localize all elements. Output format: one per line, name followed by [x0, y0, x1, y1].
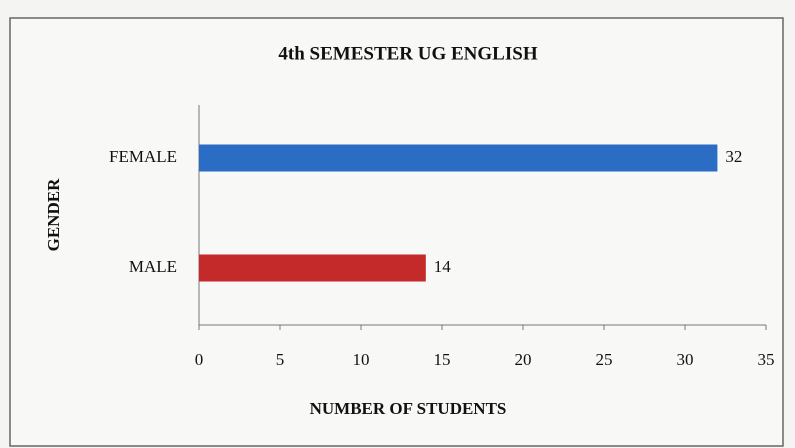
x-tick-label: 10: [353, 350, 370, 369]
x-tick-label: 20: [515, 350, 532, 369]
x-tick-label: 5: [276, 350, 285, 369]
x-tick-label: 0: [195, 350, 204, 369]
chart-frame: [9, 17, 784, 447]
x-tick-label: 35: [758, 350, 775, 369]
data-label: 14: [434, 257, 452, 276]
bar: [199, 144, 718, 172]
chart-title: 4th SEMESTER UG ENGLISH: [278, 43, 537, 64]
x-tick-label: 25: [596, 350, 613, 369]
data-label: 32: [725, 147, 742, 166]
y-tick-label: FEMALE: [109, 147, 177, 166]
y-tick-label: MALE: [129, 257, 177, 276]
x-tick-label: 15: [434, 350, 451, 369]
x-tick-label: 30: [677, 350, 694, 369]
x-axis-label: NUMBER OF STUDENTS: [310, 399, 507, 418]
y-axis-label: GENDER: [44, 178, 63, 251]
bar: [199, 254, 426, 282]
